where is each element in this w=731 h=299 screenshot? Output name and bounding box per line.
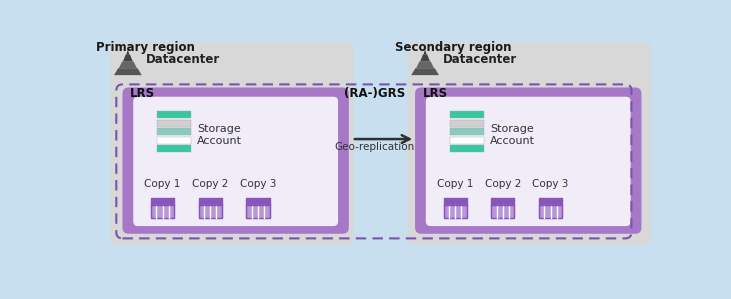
- Bar: [199, 198, 221, 205]
- Bar: [157, 137, 191, 144]
- Bar: [491, 198, 515, 205]
- FancyBboxPatch shape: [133, 97, 338, 226]
- Text: Datacenter: Datacenter: [443, 53, 517, 66]
- Bar: [246, 198, 270, 218]
- Text: Secondary region: Secondary region: [395, 41, 512, 54]
- Polygon shape: [126, 50, 129, 54]
- FancyBboxPatch shape: [407, 42, 651, 245]
- Text: Geo-replication: Geo-replication: [334, 142, 414, 152]
- Text: LRS: LRS: [423, 87, 448, 100]
- Bar: [450, 137, 484, 144]
- Bar: [157, 111, 191, 118]
- Text: Copy 1: Copy 1: [144, 179, 181, 189]
- Bar: [246, 205, 270, 218]
- Polygon shape: [119, 61, 137, 68]
- Bar: [151, 205, 174, 218]
- Bar: [157, 120, 191, 127]
- Bar: [444, 205, 466, 218]
- Text: Copy 2: Copy 2: [485, 179, 521, 189]
- Bar: [491, 205, 515, 218]
- Bar: [450, 128, 484, 135]
- Text: Storage: Storage: [490, 124, 534, 134]
- Bar: [444, 198, 466, 205]
- Polygon shape: [424, 50, 426, 54]
- FancyBboxPatch shape: [110, 42, 354, 245]
- Bar: [151, 198, 174, 218]
- Bar: [539, 198, 562, 205]
- Polygon shape: [114, 68, 142, 75]
- Text: Storage: Storage: [197, 124, 241, 134]
- Text: Account: Account: [490, 136, 535, 147]
- Bar: [444, 198, 466, 218]
- Bar: [151, 198, 174, 205]
- Text: Account: Account: [197, 136, 242, 147]
- Text: Datacenter: Datacenter: [145, 53, 220, 66]
- Bar: [199, 198, 221, 218]
- FancyBboxPatch shape: [95, 39, 361, 263]
- Text: Primary region: Primary region: [96, 41, 195, 54]
- Text: Copy 2: Copy 2: [192, 179, 228, 189]
- FancyBboxPatch shape: [415, 88, 641, 234]
- FancyBboxPatch shape: [123, 88, 349, 234]
- Polygon shape: [420, 54, 430, 61]
- Bar: [450, 111, 484, 118]
- Text: Copy 3: Copy 3: [240, 179, 276, 189]
- Bar: [157, 128, 191, 135]
- Polygon shape: [123, 54, 133, 61]
- Text: Copy 1: Copy 1: [437, 179, 473, 189]
- Bar: [539, 205, 562, 218]
- Bar: [491, 198, 515, 218]
- Text: (RA-)GRS: (RA-)GRS: [344, 87, 405, 100]
- Text: Copy 3: Copy 3: [532, 179, 569, 189]
- Bar: [246, 198, 270, 205]
- Polygon shape: [412, 68, 439, 75]
- Bar: [157, 145, 191, 152]
- Bar: [450, 145, 484, 152]
- Polygon shape: [416, 61, 434, 68]
- FancyBboxPatch shape: [390, 39, 653, 263]
- FancyBboxPatch shape: [426, 97, 631, 226]
- Bar: [450, 120, 484, 127]
- Bar: [539, 198, 562, 218]
- Bar: [199, 205, 221, 218]
- Text: LRS: LRS: [130, 87, 155, 100]
